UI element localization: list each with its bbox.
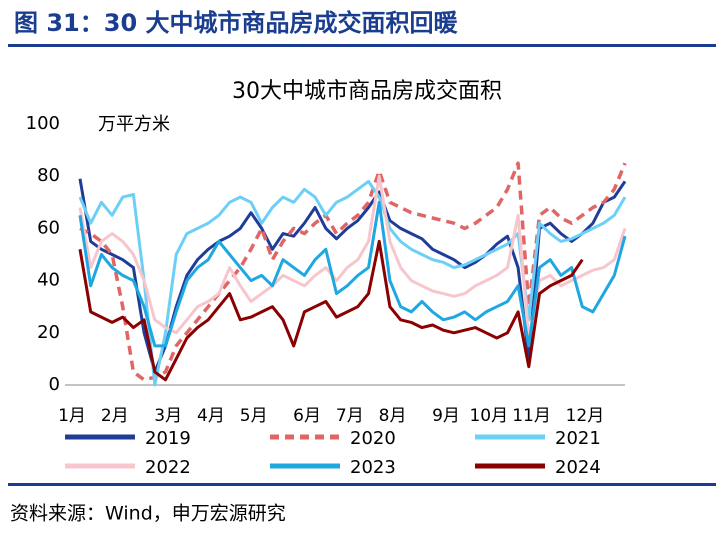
x-tick-label: 9月 — [432, 406, 460, 426]
x-tick-label: 8月 — [379, 406, 407, 426]
legend-label: 2022 — [145, 457, 191, 478]
x-tick-label: 10月 — [469, 406, 508, 426]
legend-label: 2021 — [555, 428, 601, 449]
footer-rule — [8, 483, 716, 486]
x-tick-label: 1月 — [58, 406, 86, 426]
series-line — [78, 178, 627, 374]
x-tick-label: 11月 — [512, 406, 551, 426]
y-tick-label: 0 — [49, 374, 60, 395]
y-axis-label: 万平方米 — [98, 114, 170, 135]
series-line — [78, 179, 627, 387]
chart-title: 30大中城市商品房成交面积 — [232, 79, 502, 104]
y-tick-label: 100 — [26, 113, 60, 134]
y-tick-label: 20 — [37, 322, 60, 343]
header-rule — [8, 44, 716, 47]
legend-label: 2024 — [555, 457, 601, 478]
y-tick-label: 60 — [37, 217, 60, 238]
source: 资料来源：Wind，申万宏源研究 — [10, 503, 286, 525]
x-tick-label: 3月 — [154, 406, 182, 426]
series-line — [78, 174, 627, 340]
x-tick-label: 12月 — [566, 406, 605, 426]
x-tick-label: 6月 — [293, 406, 321, 426]
y-tick-label: 80 — [37, 165, 60, 186]
header-title: 图 31：30 大中城市商品房成交面积回暖 — [14, 9, 459, 37]
x-tick-label: 4月 — [197, 406, 225, 426]
y-tick-label: 40 — [37, 270, 60, 291]
series-line — [78, 239, 584, 382]
legend-label: 2019 — [145, 428, 191, 449]
x-tick-label: 2月 — [101, 406, 129, 426]
legend-label: 2020 — [350, 428, 396, 449]
x-tick-label: 7月 — [336, 406, 364, 426]
series-line — [78, 200, 627, 348]
series-line — [79, 161, 627, 382]
x-tick-label: 5月 — [240, 406, 268, 426]
legend-label: 2023 — [350, 457, 396, 478]
